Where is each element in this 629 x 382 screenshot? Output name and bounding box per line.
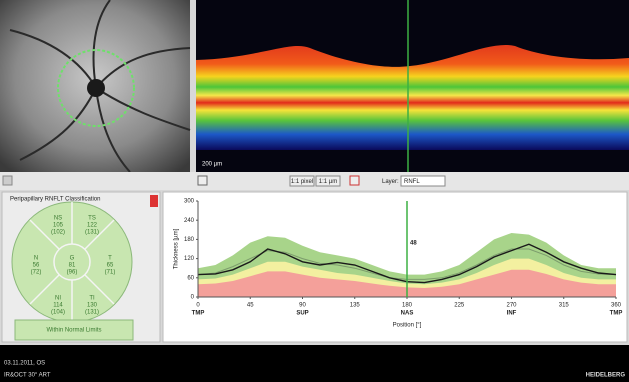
sector-value: 122 [87, 223, 98, 229]
sector-value: 56 [33, 263, 40, 269]
region-label: NAS [401, 311, 414, 317]
nav-arrows[interactable] [150, 195, 158, 207]
y-tick-label: 60 [187, 275, 194, 281]
footer-date: 03.11.2011, OS [4, 361, 45, 367]
y-tick-label: 180 [184, 237, 195, 243]
x-tick-label: 315 [559, 303, 570, 309]
sector-name: G [70, 256, 75, 262]
x-tick-label: 225 [454, 303, 465, 309]
layer-value: RNFL [404, 179, 420, 185]
optic-disc [87, 79, 105, 97]
sector-value: 114 [53, 303, 63, 309]
y-tick-label: 300 [184, 199, 195, 205]
footer-mode: IR&OCT 30° ART [4, 373, 51, 379]
sector-normal: (102) [51, 230, 65, 236]
y-tick-label: 120 [184, 256, 195, 262]
x-tick-label: 45 [247, 303, 254, 309]
screen: 200 µm 1:1 pixel 1:1 µm Layer: RNFL Peri… [0, 0, 629, 382]
x-tick-label: 135 [350, 303, 361, 309]
page: 200 µm 1:1 pixel 1:1 µm Layer: RNFL Peri… [0, 0, 629, 382]
result-label: Within Normal Limits [46, 328, 101, 334]
sector-name: TS [88, 216, 96, 222]
panel-title: Peripapillary RNFLT Classification [10, 197, 100, 203]
sector-name: NI [55, 296, 61, 302]
sector-normal: (72) [31, 270, 42, 276]
y-axis-label: Thickness [µm] [174, 228, 180, 269]
button-label: 1:1 pixel [291, 179, 313, 185]
x-tick-label: 360 [611, 303, 622, 309]
sector-normal: (104) [51, 310, 65, 316]
sector-name: TI [89, 296, 95, 302]
button-label: 1:1 µm [319, 179, 337, 185]
x-tick-label: 270 [506, 303, 517, 309]
sector-value: 81 [69, 263, 76, 269]
y-tick-label: 240 [184, 218, 195, 224]
icon-button[interactable] [3, 176, 12, 185]
x-tick-label: 90 [299, 303, 306, 309]
sector-normal: (96) [67, 270, 78, 276]
scale-label: 200 µm [202, 162, 222, 168]
region-label: INF [507, 311, 517, 317]
sector-name: NS [54, 216, 62, 222]
icon-button[interactable] [350, 176, 359, 185]
region-label: TMP [192, 311, 205, 317]
region-label: SUP [296, 311, 308, 317]
sector-normal: (131) [85, 230, 99, 236]
cursor-value: 48 [410, 241, 417, 247]
layer-label: Layer: [382, 179, 399, 185]
sector-normal: (131) [85, 310, 99, 316]
x-tick-label: 180 [402, 303, 413, 309]
sector-normal: (71) [105, 270, 116, 276]
sector-value: 130 [87, 303, 98, 309]
sector-name: T [108, 256, 112, 262]
region-label: TMP [610, 311, 623, 317]
x-axis-label: Position [°] [393, 323, 422, 329]
sector-value: 65 [107, 263, 114, 269]
sector-value: 105 [53, 223, 64, 229]
brand: HEIDELBERG [586, 373, 626, 379]
sector-name: N [34, 256, 38, 262]
footer [0, 345, 629, 382]
icon-button[interactable] [198, 176, 207, 185]
